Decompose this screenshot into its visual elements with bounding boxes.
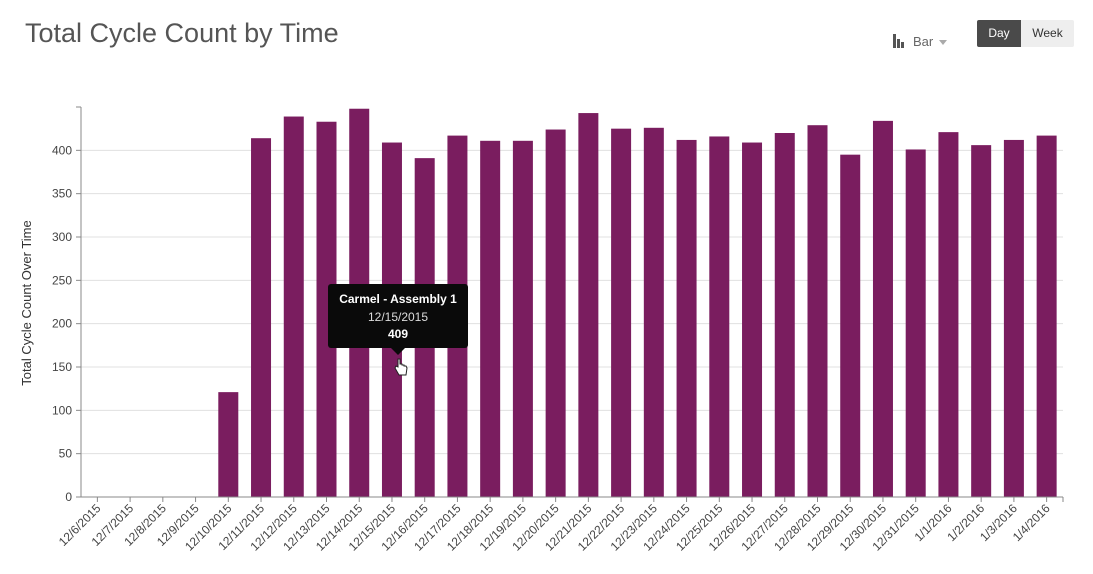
chart-title: Total Cycle Count by Time <box>25 18 339 48</box>
bar <box>251 138 272 497</box>
bar <box>971 145 992 497</box>
bar <box>676 139 697 497</box>
y-tick-label: 50 <box>59 447 73 461</box>
bar <box>545 129 566 498</box>
bar-chart-icon <box>893 34 905 48</box>
bar <box>480 140 501 498</box>
x-axis: 12/6/201512/7/201512/8/201512/9/201512/1… <box>56 496 1064 554</box>
y-tick-label: 400 <box>52 143 72 157</box>
y-tick-label: 100 <box>52 403 72 417</box>
bar <box>578 113 599 498</box>
bar <box>872 120 893 497</box>
tooltip-value: 409 <box>387 327 409 341</box>
bar <box>905 149 926 497</box>
tooltip-series: Carmel - Assembly 1 <box>339 292 457 306</box>
bar <box>611 128 632 497</box>
y-tick-label: 200 <box>52 317 72 331</box>
bar <box>1003 139 1024 497</box>
bar <box>218 392 239 497</box>
tooltip-arrow <box>391 348 405 355</box>
bar <box>316 121 337 497</box>
bar <box>1036 135 1057 497</box>
bar <box>840 154 861 497</box>
tooltip-date: 12/15/2015 <box>367 310 429 324</box>
time-granularity-toggle: Day Week <box>977 20 1074 47</box>
bar <box>807 125 828 497</box>
bar <box>283 116 304 498</box>
bar <box>774 133 795 497</box>
bar <box>512 140 533 498</box>
hand-cursor-icon <box>394 358 408 376</box>
y-axis-label: Total Cycle Count Over Time <box>19 220 34 385</box>
chart-type-label: Bar <box>913 33 934 49</box>
bar <box>643 127 664 498</box>
chart-type-dropdown[interactable]: Bar <box>893 31 948 51</box>
bar <box>742 142 763 498</box>
grid-lines <box>81 149 1063 455</box>
week-button[interactable]: Week <box>1021 20 1074 47</box>
bar <box>938 132 959 497</box>
y-axis: 0 50 100 150 200 250 300 350 400 <box>52 106 82 504</box>
y-tick-label: 250 <box>52 273 72 287</box>
y-tick-label: 0 <box>65 490 72 504</box>
y-tick-label: 150 <box>52 360 72 374</box>
bar <box>709 136 730 497</box>
bar-tooltip: Carmel - Assembly 1 12/15/2015 409 <box>328 284 468 355</box>
y-tick-label: 350 <box>52 187 72 201</box>
y-tick-label: 300 <box>52 230 72 244</box>
chevron-down-icon <box>939 39 948 45</box>
day-button[interactable]: Day <box>977 20 1021 47</box>
bar-series <box>218 108 1057 498</box>
